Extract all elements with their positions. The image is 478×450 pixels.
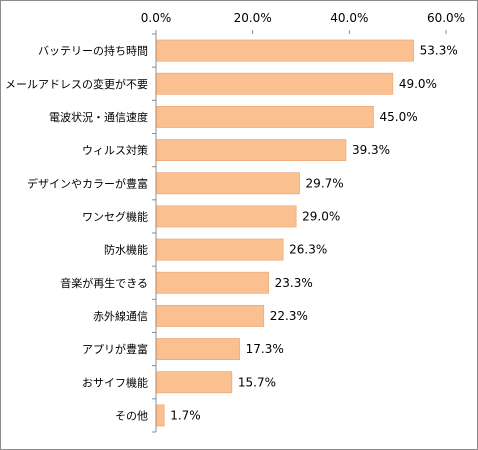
bar <box>156 371 233 394</box>
x-tick-label: 20.0% <box>234 11 272 25</box>
bar <box>156 39 414 62</box>
x-tick-label: 0.0% <box>141 11 172 25</box>
bar <box>156 271 269 294</box>
category-label: ワンセグ機能 <box>82 209 148 223</box>
value-label: 29.7% <box>306 176 344 190</box>
bar <box>156 305 265 327</box>
value-label: 26.3% <box>289 243 327 257</box>
bar <box>156 172 300 195</box>
bar <box>156 404 165 427</box>
value-label: 45.0% <box>380 110 418 124</box>
category-label: アプリが豊富 <box>82 342 148 356</box>
category-label: 赤外線通信 <box>93 309 148 323</box>
value-label: 49.0% <box>399 77 437 91</box>
value-label: 17.3% <box>246 342 284 356</box>
bar <box>156 205 297 228</box>
bar <box>156 139 347 161</box>
category-label: おサイフ機能 <box>82 375 148 389</box>
value-label: 1.7% <box>170 408 201 422</box>
category-label: バッテリーの持ち時間 <box>38 44 148 58</box>
category-label: 音楽が再生できる <box>60 276 148 290</box>
x-tick-label: 40.0% <box>330 11 368 25</box>
value-label: 15.7% <box>238 375 276 389</box>
bar <box>156 106 374 128</box>
bar <box>156 338 240 360</box>
category-label: メールアドレスの変更が不要 <box>5 77 148 91</box>
value-label: 23.3% <box>275 276 313 290</box>
value-label: 22.3% <box>270 309 308 323</box>
category-label: 防水機能 <box>104 243 148 257</box>
category-label: ウィルス対策 <box>82 143 148 157</box>
category-label: 電波状況・通信速度 <box>49 110 148 124</box>
bar <box>156 72 394 95</box>
value-label: 29.0% <box>302 209 340 223</box>
value-label: 53.3% <box>420 44 458 58</box>
value-label: 39.3% <box>352 143 390 157</box>
bar <box>156 238 284 261</box>
category-label: その他 <box>115 409 148 422</box>
x-tick-label: 60.0% <box>427 11 465 25</box>
category-label: デザインやカラーが豊富 <box>27 176 148 190</box>
